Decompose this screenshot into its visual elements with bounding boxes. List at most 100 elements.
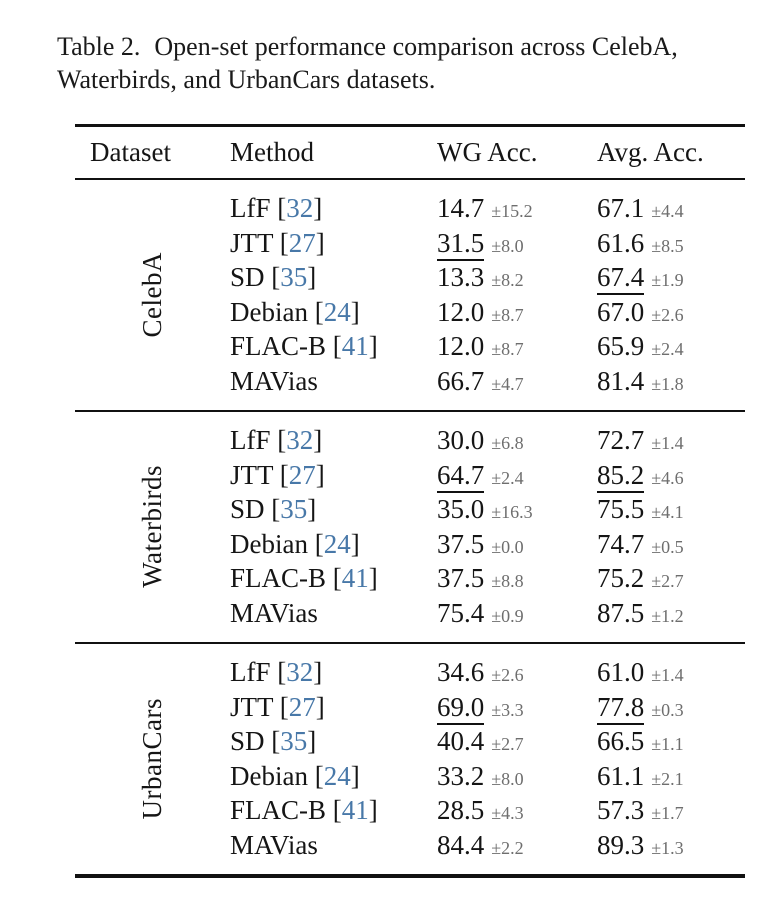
- citation-link[interactable]: 24: [323, 528, 351, 559]
- wg-acc-cell: 37.5 ±8.8: [437, 561, 597, 596]
- method-cell: FLAC-B [41]: [230, 329, 437, 364]
- method-cell: FLAC-B [41]: [230, 793, 437, 828]
- citation-link[interactable]: 41: [341, 331, 369, 361]
- citation-bracket-close: ]: [350, 760, 360, 791]
- method-cell: MAVias: [230, 596, 437, 631]
- method-name: JTT: [230, 227, 274, 258]
- citation-bracket-close: ]: [307, 494, 317, 524]
- wg-acc-value: 69.0: [437, 691, 485, 725]
- wg-acc-value: 66.7: [437, 365, 485, 396]
- method-cell: SD [35]: [230, 260, 437, 295]
- avg-acc-cell: 81.4 ±1.8: [597, 364, 745, 399]
- method-name: Debian: [230, 528, 308, 559]
- citation-bracket-close: ]: [313, 425, 323, 455]
- wg-acc-cell: 40.4 ±2.7: [437, 724, 597, 759]
- citation-link[interactable]: 24: [323, 296, 351, 327]
- wg-acc-value: 12.0: [437, 296, 485, 327]
- citation-link[interactable]: 32: [286, 193, 314, 223]
- avg-acc-cell: 61.6 ±8.5: [597, 226, 745, 261]
- avg-acc-cell: 89.3 ±1.3: [597, 828, 745, 863]
- citation-link[interactable]: 32: [286, 425, 314, 455]
- wg-acc-std: ±3.3: [491, 699, 524, 720]
- header-method: Method: [230, 137, 314, 167]
- wg-acc-cell: 35.0 ±16.3: [437, 492, 597, 527]
- avg-acc-value: 81.4: [597, 365, 645, 396]
- citation-bracket-close: ]: [368, 795, 378, 825]
- citation-bracket-close: ]: [368, 331, 378, 361]
- wg-acc-cell: 13.3 ±8.2: [437, 260, 597, 295]
- wg-acc-std: ±8.2: [491, 270, 524, 290]
- wg-acc-value: 64.7: [437, 459, 485, 493]
- avg-acc-std: ±8.5: [651, 235, 684, 256]
- method-cell: JTT [27]: [230, 226, 437, 261]
- wg-acc-std: ±8.7: [491, 304, 524, 325]
- citation-link[interactable]: 32: [286, 657, 314, 687]
- avg-acc-std: ±4.4: [651, 201, 684, 221]
- avg-acc-value: 57.3: [597, 795, 645, 825]
- method-name: JTT: [230, 691, 274, 722]
- citation-link[interactable]: 27: [288, 227, 316, 258]
- citation-bracket-close: ]: [313, 657, 323, 687]
- avg-acc-std: ±2.1: [651, 768, 684, 789]
- wg-acc-cell: 64.7 ±2.4: [437, 458, 597, 493]
- avg-acc-value: 61.6: [597, 227, 645, 258]
- avg-acc-value: 85.2: [597, 459, 645, 493]
- method-cell: FLAC-B [41]: [230, 561, 437, 596]
- method-cell: LfF [32]: [230, 423, 437, 458]
- method-name: SD: [230, 726, 265, 756]
- method-cell: LfF [32]: [230, 655, 437, 690]
- method-name: SD: [230, 494, 265, 524]
- dataset-label: Waterbirds: [137, 465, 167, 588]
- avg-acc-value: 72.7: [597, 425, 645, 455]
- citation-link[interactable]: 35: [280, 726, 308, 756]
- citation-link[interactable]: 27: [288, 691, 316, 722]
- avg-acc-std: ±1.4: [651, 433, 684, 453]
- avg-acc-cell: 77.8 ±0.3: [597, 690, 745, 725]
- wg-acc-value: 12.0: [437, 331, 485, 361]
- citation-link[interactable]: 24: [323, 760, 351, 791]
- method-name: LfF: [230, 425, 271, 455]
- citation-link[interactable]: 27: [288, 459, 316, 490]
- citation-link[interactable]: 41: [341, 795, 369, 825]
- avg-acc-value: 87.5: [597, 597, 645, 628]
- wg-acc-value: 13.3: [437, 262, 485, 292]
- avg-acc-cell: 87.5 ±1.2: [597, 596, 745, 631]
- method-cell: Debian [24]: [230, 759, 437, 794]
- citation-bracket-open: [: [273, 691, 289, 722]
- wg-acc-std: ±0.0: [491, 536, 524, 557]
- wg-acc-cell: 33.2 ±8.0: [437, 759, 597, 794]
- wg-acc-std: ±16.3: [491, 502, 533, 522]
- avg-acc-cell: 67.0 ±2.6: [597, 295, 745, 330]
- citation-bracket-open: [: [270, 425, 287, 455]
- wg-acc-std: ±8.0: [491, 768, 524, 789]
- citation-bracket-open: [: [264, 494, 281, 524]
- wg-acc-std: ±4.7: [491, 373, 524, 394]
- header-wg-acc: WG Acc.: [437, 137, 538, 167]
- method-name: LfF: [230, 193, 271, 223]
- avg-acc-std: ±0.3: [651, 699, 684, 720]
- citation-bracket-open: [: [326, 331, 342, 361]
- method-cell: SD [35]: [230, 724, 437, 759]
- citation-bracket-open: [: [326, 563, 342, 593]
- wg-acc-std: ±2.7: [491, 734, 524, 754]
- citation-link[interactable]: 41: [341, 563, 369, 593]
- dataset-group-waterbirds: Waterbirds LfF [32] 30.0 ±6.8 72.7 ±1.4 JTT [2…: [75, 410, 745, 642]
- avg-acc-std: ±4.1: [651, 502, 684, 522]
- method-cell: Debian [24]: [230, 527, 437, 562]
- avg-acc-value: 77.8: [597, 691, 645, 725]
- wg-acc-value: 31.5: [437, 227, 485, 261]
- citation-link[interactable]: 35: [280, 262, 308, 292]
- citation-link[interactable]: 35: [280, 494, 308, 524]
- citation-bracket-close: ]: [315, 227, 325, 258]
- header-dataset: Dataset: [90, 137, 171, 167]
- citation-bracket-close: ]: [315, 691, 325, 722]
- avg-acc-std: ±1.3: [651, 837, 684, 858]
- avg-acc-cell: 74.7 ±0.5: [597, 527, 745, 562]
- citation-bracket-open: [: [264, 726, 281, 756]
- dataset-cell: UrbanCars: [75, 655, 230, 862]
- avg-acc-std: ±1.9: [651, 270, 684, 290]
- citation-bracket-open: [: [270, 657, 287, 687]
- wg-acc-value: 40.4: [437, 726, 485, 756]
- wg-acc-std: ±15.2: [491, 201, 533, 221]
- avg-acc-std: ±1.1: [651, 734, 684, 754]
